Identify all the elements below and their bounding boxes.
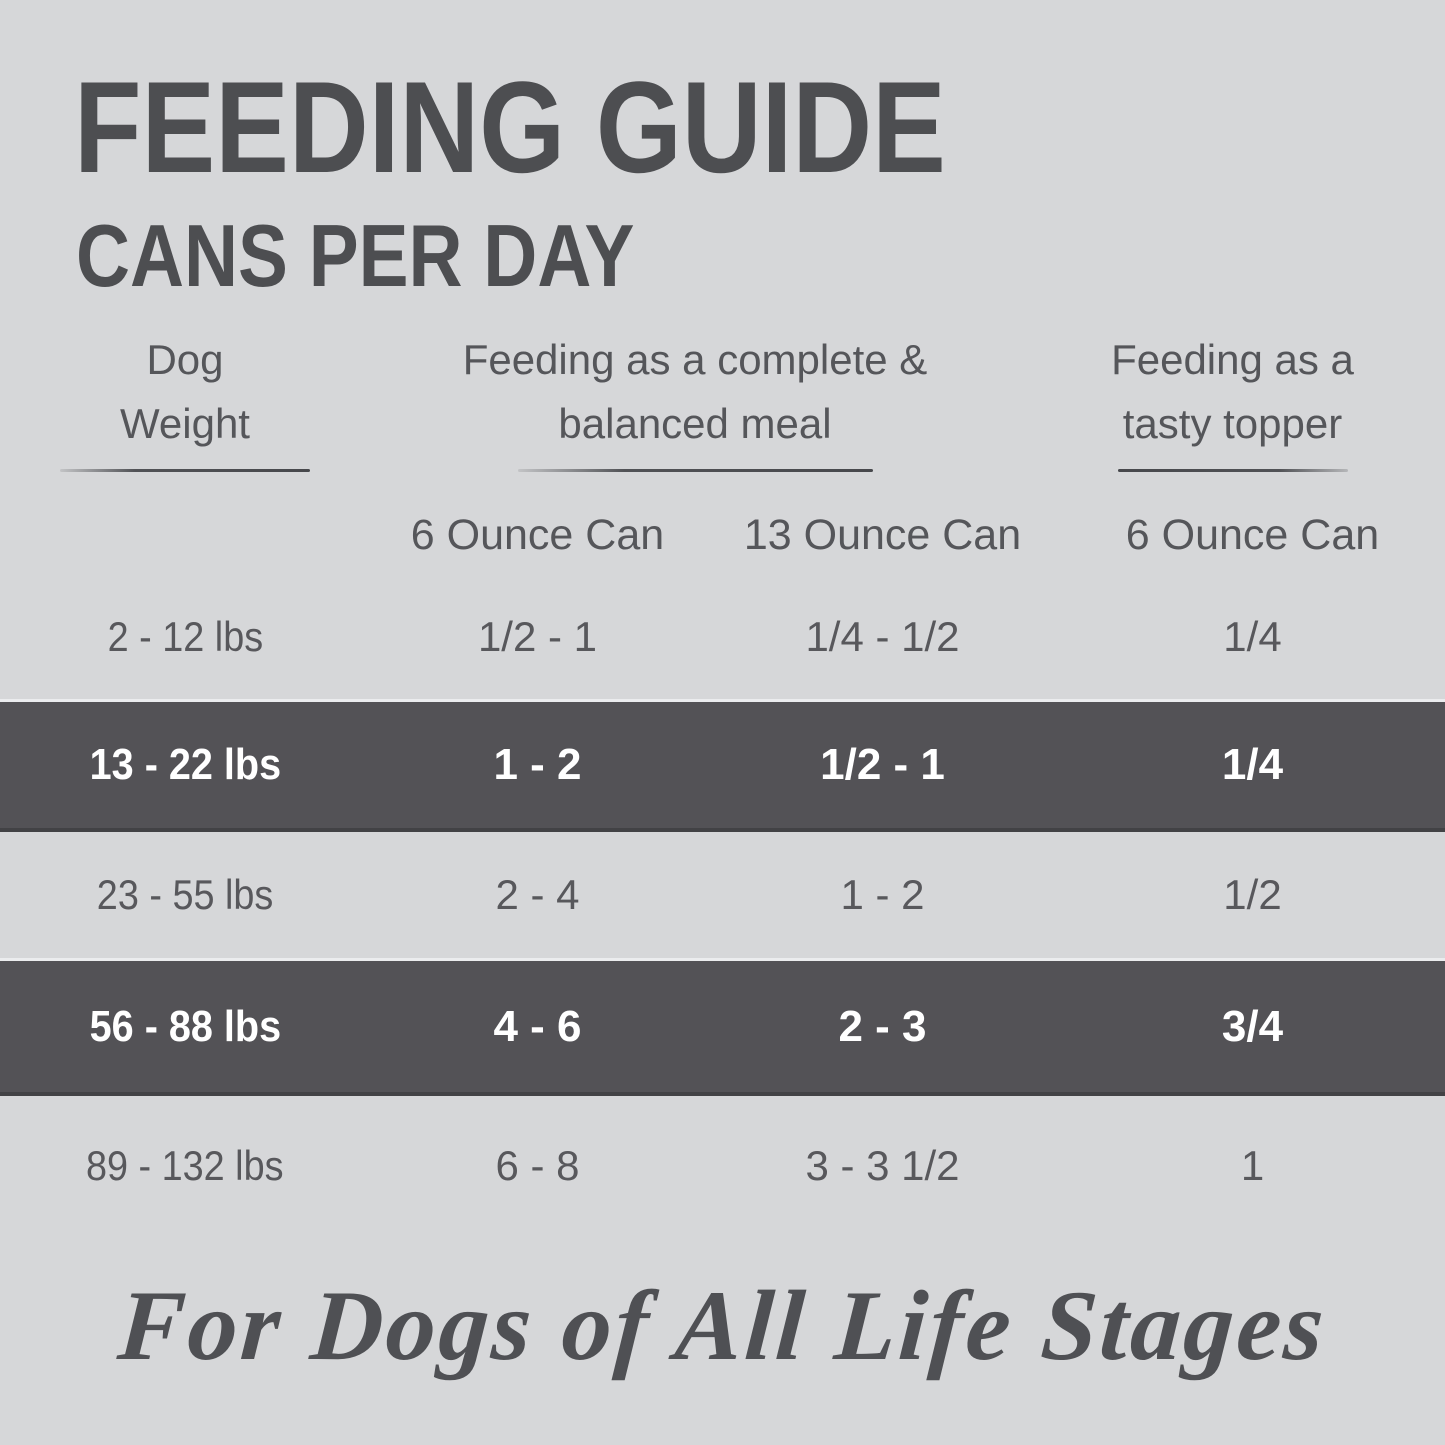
complete-6oz-cell: 1/2 - 1 — [477, 613, 598, 660]
weight-cell: 56 - 88 lbs — [89, 1001, 281, 1051]
table-row: 2 - 12 lbs 1/2 - 1 1/4 - 1/2 1/4 — [0, 575, 1445, 699]
header-underline — [517, 469, 873, 472]
table-row: 23 - 55 lbs 2 - 4 1 - 2 1/2 — [0, 832, 1445, 958]
table-row: 89 - 132 lbs 6 - 8 3 - 3 1/2 1 — [0, 1096, 1445, 1235]
header-underline — [60, 469, 310, 472]
header-underline — [1117, 469, 1348, 472]
column-header-line: balanced meal — [558, 400, 832, 447]
column-header-line: Weight — [120, 400, 250, 447]
table-row-highlighted: 13 - 22 lbs 1 - 2 1/2 - 1 1/4 — [0, 699, 1445, 832]
life-stages-tagline: For Dogs of All Life Stages — [114, 1270, 1331, 1381]
complete-13oz-cell: 1/2 - 1 — [820, 740, 945, 789]
complete-6oz-cell: 1 - 2 — [493, 740, 582, 789]
column-header-line: Dog — [146, 336, 224, 383]
complete-13oz-cell: 1 - 2 — [840, 871, 925, 918]
topper-6oz-cell: 1/2 — [1223, 871, 1282, 918]
column-group-header-row: Dog Weight Feeding as a complete & balan… — [0, 328, 1445, 472]
complete-13oz-cell: 1/4 - 1/2 — [805, 613, 960, 660]
column-header-line: Feeding as a — [1111, 336, 1354, 383]
weight-cell: 2 - 12 lbs — [107, 613, 263, 660]
complete-6oz-cell: 2 - 4 — [495, 871, 580, 918]
column-header-tasty-topper: Feeding as a tasty topper — [1020, 328, 1445, 472]
table-row-highlighted: 56 - 88 lbs 4 - 6 2 - 3 3/4 — [0, 958, 1445, 1096]
column-header-dog-weight: Dog Weight — [0, 328, 370, 472]
topper-6oz-cell: 1/4 — [1221, 740, 1284, 789]
complete-6oz-cell: 6 - 8 — [495, 1141, 580, 1189]
weight-cell: 89 - 132 lbs — [86, 1141, 284, 1189]
weight-cell: 23 - 55 lbs — [96, 871, 274, 918]
column-header-line: Feeding as a complete & — [462, 336, 928, 383]
topper-6oz-cell: 1/4 — [1223, 613, 1282, 660]
topper-6oz-cell: 3/4 — [1221, 1001, 1284, 1051]
topper-6oz-cell: 1 — [1240, 1141, 1265, 1189]
can-size-header-row: 6 Ounce Can 13 Ounce Can 6 Ounce Can — [0, 505, 1445, 565]
complete-13oz-cell: 2 - 3 — [838, 1001, 927, 1051]
subheader-6oz-topper: 6 Ounce Can — [1125, 510, 1380, 559]
feeding-table-body: 2 - 12 lbs 1/2 - 1 1/4 - 1/2 1/4 13 - 22… — [0, 575, 1445, 1235]
column-header-line: tasty topper — [1122, 400, 1343, 447]
column-header-complete-meal: Feeding as a complete & balanced meal — [370, 328, 1020, 472]
page-title: FEEDING GUIDE — [74, 54, 946, 200]
subheader-6oz-complete: 6 Ounce Can — [410, 510, 665, 559]
subheader-spacer — [0, 505, 370, 565]
complete-13oz-cell: 3 - 3 1/2 — [805, 1141, 960, 1189]
weight-cell: 13 - 22 lbs — [89, 740, 281, 789]
complete-6oz-cell: 4 - 6 — [493, 1001, 582, 1051]
subheader-13oz-complete: 13 Ounce Can — [743, 510, 1022, 559]
page-subtitle: CANS PER DAY — [76, 206, 635, 305]
